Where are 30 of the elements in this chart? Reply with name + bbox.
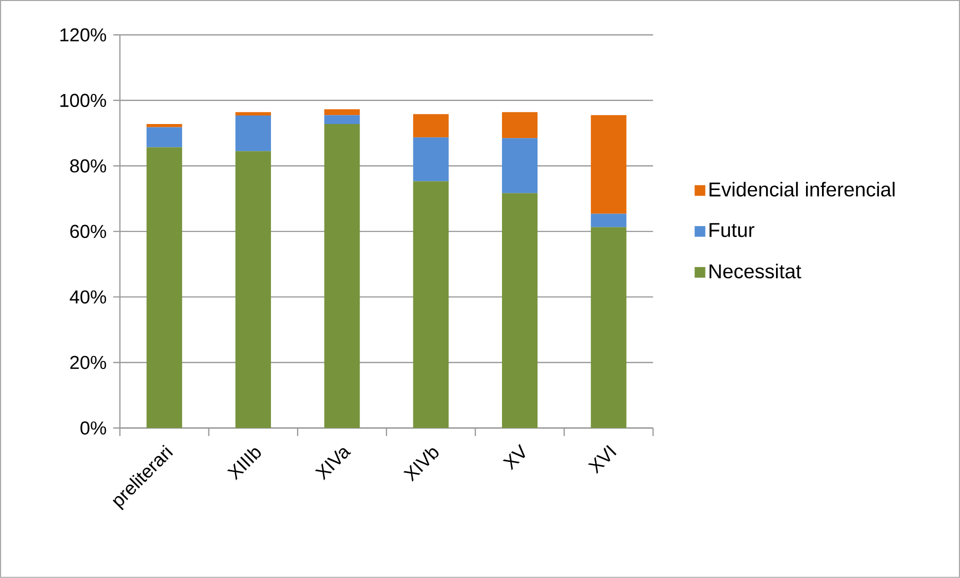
- bar: [590, 227, 626, 428]
- x-tick-label: XVI: [588, 445, 616, 474]
- bar: [324, 124, 360, 428]
- x-tick-label: XV: [502, 444, 526, 470]
- legend-label: Evidencial inferencial: [710, 182, 895, 197]
- y-tick-label: 0%: [80, 421, 106, 435]
- bar: [235, 116, 271, 152]
- bar: [413, 114, 449, 138]
- y-tick-label: 20%: [70, 356, 106, 370]
- y-tick-label: 100%: [60, 94, 106, 108]
- y-tick-label: 40%: [70, 290, 106, 304]
- bar: [235, 151, 271, 428]
- bar: [324, 109, 360, 116]
- legend-label: Futur: [710, 223, 754, 238]
- bar: [502, 193, 538, 428]
- bar: [235, 112, 271, 116]
- bar: [324, 115, 360, 124]
- bar: [502, 138, 538, 194]
- bar: [146, 127, 182, 148]
- bar: [146, 124, 182, 128]
- bar: [590, 115, 626, 214]
- bar: [413, 137, 449, 182]
- y-tick-label: 120%: [60, 28, 106, 42]
- y-tick-label: 60%: [70, 224, 106, 238]
- y-tick-label: 80%: [70, 159, 106, 173]
- legend-label: Necessitat: [710, 264, 802, 278]
- bar: [590, 214, 626, 228]
- bar: [146, 147, 182, 428]
- bar: [502, 112, 538, 138]
- bar: [413, 181, 449, 428]
